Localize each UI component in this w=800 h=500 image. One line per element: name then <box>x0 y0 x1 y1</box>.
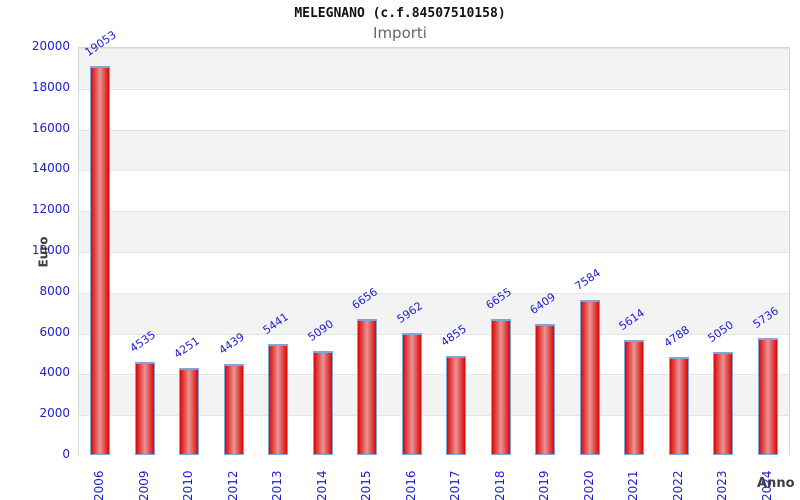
x-tick-label: 2021 <box>626 470 641 500</box>
grid-band <box>79 88 789 130</box>
y-tick-label: 20000 <box>31 39 70 53</box>
y-tick-label: 12000 <box>31 202 70 217</box>
bar <box>713 351 734 455</box>
bar <box>179 368 200 455</box>
grid-band <box>79 48 789 89</box>
y-tick-label: 18000 <box>31 79 70 94</box>
bar <box>134 362 155 455</box>
bar <box>579 300 600 455</box>
bar <box>757 337 778 455</box>
x-tick-label: 2017 <box>448 470 463 500</box>
bar <box>668 357 689 455</box>
chart-title: MELEGNANO (c.f.84507510158) <box>294 6 506 21</box>
grid-band <box>79 292 789 334</box>
bar <box>312 351 333 455</box>
x-tick-label: 2022 <box>670 470 685 500</box>
y-tick-label: 10000 <box>31 243 70 257</box>
x-tick-label: 2013 <box>270 470 285 500</box>
x-tick-label: 2016 <box>403 470 418 500</box>
y-tick-label: 6000 <box>39 324 70 339</box>
y-tick-label: 2000 <box>39 406 70 421</box>
x-tick-label: 2010 <box>181 470 196 500</box>
x-tick-label: 2015 <box>359 470 374 500</box>
bar <box>446 355 467 455</box>
bar <box>401 333 422 455</box>
bar <box>624 340 645 455</box>
bar <box>223 364 244 455</box>
y-tick-label: 0 <box>62 447 70 461</box>
x-tick-label: 2006 <box>92 470 107 500</box>
grid-band <box>79 129 789 171</box>
y-tick-label: 16000 <box>31 120 70 135</box>
grid-band <box>79 252 789 293</box>
x-tick-label: 2014 <box>314 470 329 500</box>
x-tick-label: 2023 <box>715 470 730 500</box>
bar <box>535 324 556 455</box>
bar <box>490 319 511 455</box>
bar <box>357 319 378 455</box>
chart-subtitle: Importi <box>373 24 427 42</box>
x-tick-label: 2019 <box>537 470 552 500</box>
y-tick-label: 8000 <box>39 283 70 298</box>
x-tick-label: 2020 <box>581 470 596 500</box>
x-tick-label: 2018 <box>492 470 507 500</box>
y-tick-label: 4000 <box>39 365 70 380</box>
grid-band <box>79 211 789 252</box>
y-axis-title: Euro <box>36 236 51 268</box>
bar <box>268 344 289 455</box>
bar <box>90 66 111 455</box>
grid-band <box>79 170 789 212</box>
y-tick-label: 14000 <box>31 161 70 176</box>
x-tick-label: 2012 <box>225 470 240 500</box>
x-axis-title: Anno <box>757 476 795 491</box>
x-tick-label: 2009 <box>136 470 151 500</box>
